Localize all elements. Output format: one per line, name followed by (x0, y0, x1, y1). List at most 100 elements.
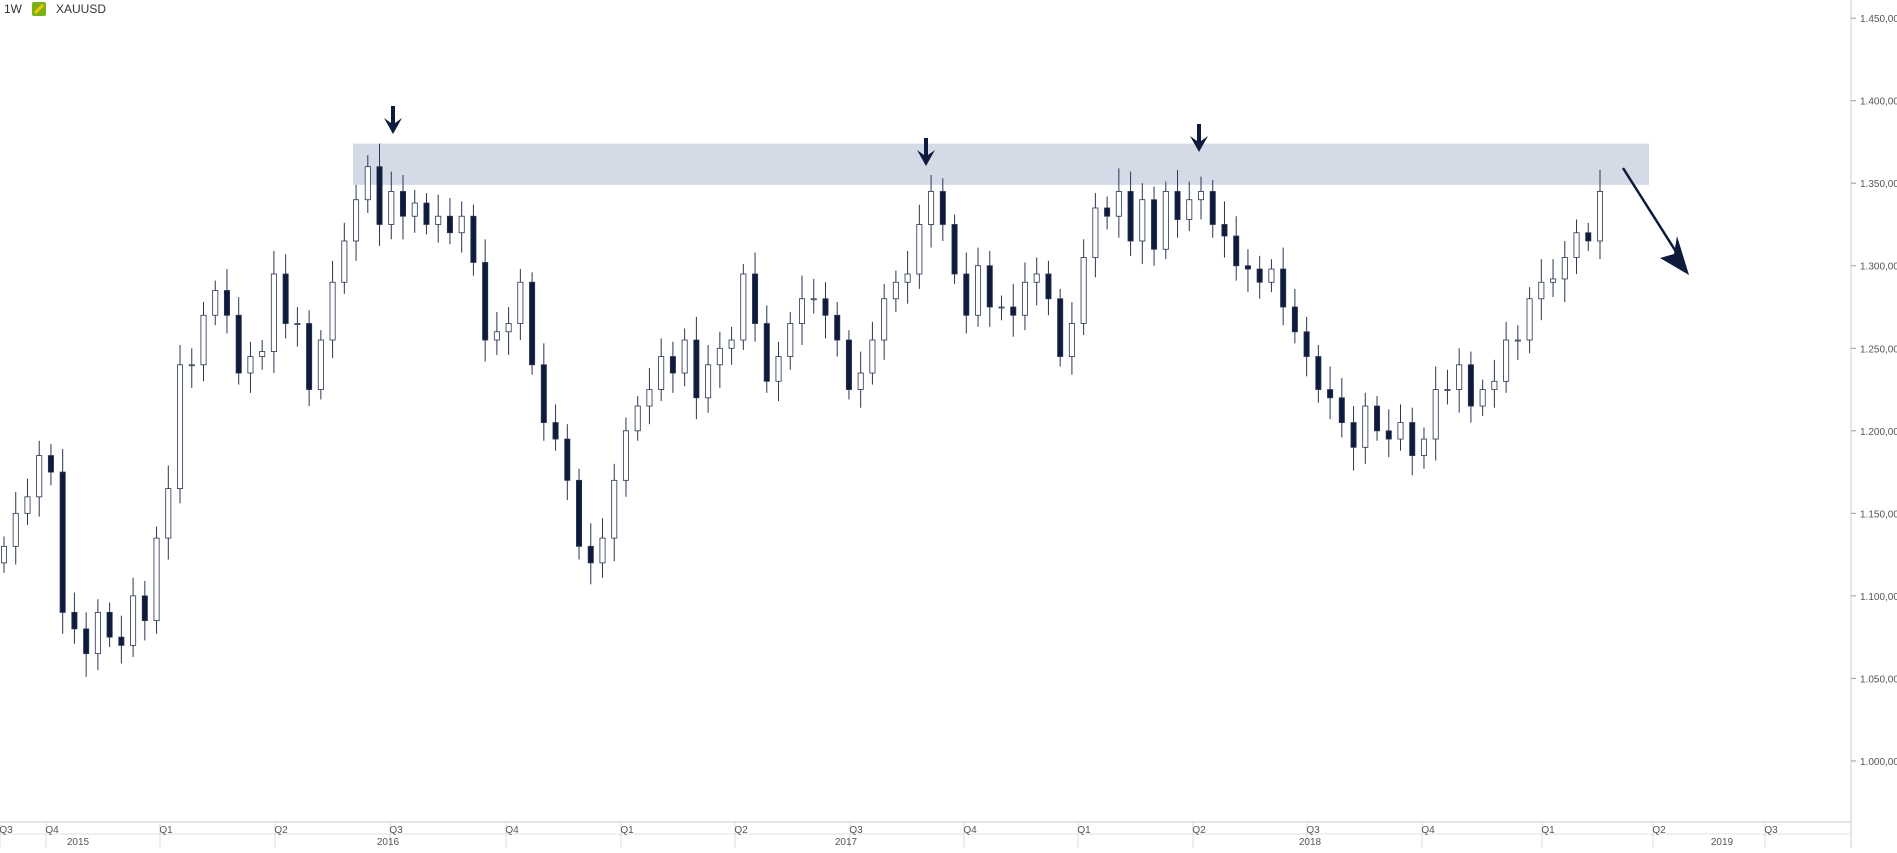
quarter-label: Q1 (1541, 825, 1555, 836)
candle-body (1291, 306, 1298, 333)
candle-body (223, 290, 230, 316)
candle-body (1491, 380, 1498, 390)
timeframe-label[interactable]: 1W (4, 2, 22, 16)
candle-body (1338, 397, 1345, 423)
candle (317, 330, 324, 400)
candle (1186, 181, 1193, 232)
candle-body (810, 298, 817, 301)
candle-body (1303, 331, 1310, 357)
candle-body (1104, 207, 1111, 217)
candle (200, 302, 207, 382)
candle (1479, 379, 1486, 416)
candle-body (212, 290, 219, 316)
candle (869, 321, 876, 385)
quarter-label: Q3 (1306, 825, 1320, 836)
candle (212, 280, 219, 326)
candle-body (0, 545, 7, 564)
candle (998, 295, 1005, 321)
candle (1021, 262, 1028, 331)
candle (1127, 171, 1134, 256)
candle (1503, 321, 1510, 393)
candle-body (1021, 281, 1028, 316)
candle (36, 440, 43, 517)
year-label: 2015 (67, 837, 90, 848)
candle (1068, 302, 1075, 375)
candle (963, 252, 970, 334)
candle-body (446, 215, 453, 234)
candle-body (599, 537, 606, 564)
candle-body (529, 281, 536, 366)
candle (716, 331, 723, 388)
candle-body (1151, 199, 1158, 250)
candle-body (1385, 430, 1392, 440)
candle-body (1420, 438, 1427, 456)
candle (399, 174, 406, 240)
candle (681, 328, 688, 387)
candle-body (493, 331, 500, 341)
candle-body (235, 314, 242, 374)
year-label: 2018 (1299, 837, 1322, 848)
candle (106, 602, 113, 648)
candle (1280, 247, 1287, 326)
down-arrow-icon (384, 106, 402, 134)
candle (1115, 168, 1122, 238)
candle (752, 252, 759, 342)
candle (611, 463, 618, 562)
candle-body (505, 323, 512, 333)
candle (669, 341, 676, 393)
candle (153, 526, 160, 634)
candle-body (622, 430, 629, 481)
candle (306, 310, 313, 407)
candle (658, 338, 665, 402)
candle (165, 465, 172, 560)
resistance-zone (353, 143, 1649, 185)
candle (904, 250, 911, 304)
candle-body (646, 389, 653, 407)
candle-body (200, 314, 207, 366)
candle-body (1362, 405, 1369, 448)
candle (810, 278, 817, 314)
candle-body (799, 298, 806, 324)
candle (1045, 260, 1052, 316)
candle (1057, 288, 1064, 367)
candle (1374, 396, 1381, 441)
candle (411, 189, 418, 233)
candle-body (540, 364, 547, 423)
candle (775, 341, 782, 402)
candle (1010, 283, 1017, 337)
candle (446, 198, 453, 245)
candle-body (1456, 364, 1463, 390)
candle (1444, 369, 1451, 405)
candle-body (165, 488, 172, 539)
candle-body (141, 595, 148, 622)
candle-body (364, 166, 371, 201)
candle (493, 311, 500, 355)
candle-body (869, 339, 876, 374)
candle (235, 297, 242, 385)
candle (118, 615, 125, 664)
year-label: 2017 (835, 837, 858, 848)
candle-body (470, 215, 477, 263)
quarter-label: Q4 (1421, 825, 1435, 836)
candle (59, 448, 66, 634)
candle-body (106, 611, 113, 638)
candle (564, 424, 571, 501)
candle (1174, 170, 1181, 238)
candle (259, 340, 266, 370)
candle-body (1409, 422, 1416, 456)
candle-body (1057, 298, 1064, 357)
symbol-label[interactable]: XAUUSD (56, 2, 107, 16)
candle (540, 343, 547, 441)
candle (1162, 181, 1169, 260)
candle (1597, 170, 1604, 260)
candle-body (834, 314, 841, 341)
candle-body (904, 273, 911, 283)
candle-body (1010, 306, 1017, 316)
candle-body (1444, 389, 1451, 391)
candle-body (1503, 339, 1510, 382)
candle (1291, 288, 1298, 344)
candle-body (1198, 191, 1205, 201)
candle (1585, 222, 1592, 251)
